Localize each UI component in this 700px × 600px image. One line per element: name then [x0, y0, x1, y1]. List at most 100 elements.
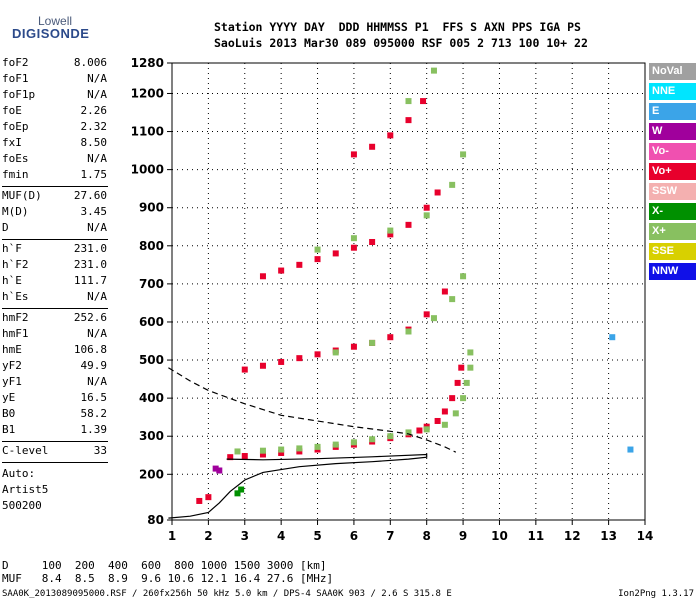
plot-marks — [196, 67, 634, 504]
data-point-x — [234, 448, 241, 455]
profile-solid-curve — [168, 453, 428, 519]
param-row-hmF2: hmF2 252.6 — [2, 311, 107, 327]
data-point-x — [441, 421, 448, 428]
x-tick-label: 10 — [491, 529, 508, 543]
y-tick-label: 900 — [139, 201, 164, 215]
data-point-vo — [423, 204, 430, 211]
y-tick-label: 700 — [139, 277, 164, 291]
data-point-x — [387, 227, 394, 234]
param-row-yF2: yF2 49.9 — [2, 359, 107, 375]
param-key: hmF1 — [2, 327, 29, 340]
data-point-x — [350, 439, 357, 446]
param-separator — [2, 186, 108, 187]
param-key: MUF(D) — [2, 189, 42, 202]
param-key: yF2 — [2, 359, 22, 372]
x-tick-label: 1 — [168, 529, 176, 543]
x-tick-label: 6 — [350, 529, 358, 543]
auto-l2: Artist5 — [2, 483, 49, 496]
param-key: h`Es — [2, 290, 29, 303]
data-point-x — [460, 395, 467, 402]
param-row-yF1: yF1 N/A — [2, 375, 107, 391]
plot-frame — [171, 62, 646, 521]
y-tick-label: 400 — [139, 391, 164, 405]
param-value: 111.7 — [73, 274, 107, 287]
param-value: N/A — [87, 152, 107, 165]
profile-dashed-curve — [168, 367, 457, 453]
auto-l1: Auto: — [2, 467, 36, 480]
param-key: foF2 — [2, 56, 29, 69]
footer-file-info: SAA0K_2013089095000.RSF / 260fx256h 50 k… — [2, 589, 452, 599]
data-point-w — [216, 467, 223, 474]
data-point-vo — [423, 311, 430, 318]
data-point-x — [467, 364, 474, 371]
param-row-hmF1: hmF1 N/A — [2, 327, 107, 343]
data-point-x — [405, 98, 412, 105]
data-point-x — [463, 379, 470, 386]
param-key: foEs — [2, 152, 29, 165]
param-row-hF2: h`F2 231.0 — [2, 258, 107, 274]
data-point-x — [423, 212, 430, 219]
data-point-x — [452, 410, 459, 417]
data-point-vo — [387, 231, 394, 238]
data-point-vo — [454, 379, 461, 386]
param-value: N/A — [87, 327, 107, 340]
y-tick-label: 80 — [147, 513, 164, 527]
data-point-x — [350, 235, 357, 242]
data-point-vo — [259, 451, 266, 458]
param-key: h`F2 — [2, 258, 29, 271]
x-tick-label: 8 — [423, 529, 431, 543]
data-point-vo — [387, 334, 394, 341]
x-tick-label: 5 — [313, 529, 321, 543]
param-key: h`E — [2, 274, 22, 287]
param-value: N/A — [87, 221, 107, 234]
param-value: N/A — [87, 375, 107, 388]
data-point-vo — [332, 250, 339, 257]
param-row-B0: B0 58.2 — [2, 407, 107, 423]
param-key: foEp — [2, 120, 29, 133]
x-tick-label: 9 — [459, 529, 467, 543]
param-key: B1 — [2, 423, 16, 436]
param-key: C-level — [2, 444, 49, 457]
param-value: 252.6 — [73, 311, 107, 324]
param-value: N/A — [87, 88, 107, 101]
param-value: N/A — [87, 72, 107, 85]
x-tick-label: 4 — [277, 529, 285, 543]
plot-axes — [171, 62, 646, 521]
data-point-x — [449, 296, 456, 303]
param-value: 231.0 — [73, 242, 107, 255]
param-row-hmE: hmE 106.8 — [2, 343, 107, 359]
param-row-yE: yE 16.5 — [2, 391, 107, 407]
param-value: N/A — [87, 290, 107, 303]
param-value: 2.32 — [80, 120, 108, 133]
data-point-x — [369, 436, 376, 443]
data-point-vo — [227, 454, 234, 461]
logo-digisonde: DIGISONDE — [12, 26, 90, 41]
param-value: 3.45 — [80, 205, 108, 218]
data-point-x — [467, 349, 474, 356]
param-key: foE — [2, 104, 22, 117]
data-point-x — [314, 246, 321, 253]
param-row-foF2: foF2 8.006 — [2, 56, 107, 72]
param-value: 1.75 — [80, 168, 108, 181]
param-separator — [2, 308, 108, 309]
data-point-e — [609, 334, 616, 341]
param-row-foE: foE 2.26 — [2, 104, 107, 120]
param-value: 27.60 — [73, 189, 107, 202]
data-point-x — [405, 429, 412, 436]
param-value: 2.26 — [80, 104, 108, 117]
y-tick-label: 1000 — [131, 163, 164, 177]
data-point-x — [278, 446, 285, 453]
data-point-vo — [205, 494, 212, 501]
legend-item-nnw: NNW — [649, 263, 696, 280]
param-row-hF: h`F 231.0 — [2, 242, 107, 258]
param-key: foF1p — [2, 88, 36, 101]
y-tick-label: 300 — [139, 429, 164, 443]
param-separator — [2, 239, 108, 240]
data-point-vo — [441, 408, 448, 415]
param-row-D: D N/A — [2, 221, 107, 237]
header-line-1: Station YYYY DAY DDD HHMMSS P1 FFS S AXN… — [214, 20, 581, 34]
data-point-vo — [369, 238, 376, 245]
y-tick-label: 200 — [139, 467, 164, 481]
auto-l3: 500200 — [2, 499, 42, 512]
data-point-e — [627, 446, 634, 453]
